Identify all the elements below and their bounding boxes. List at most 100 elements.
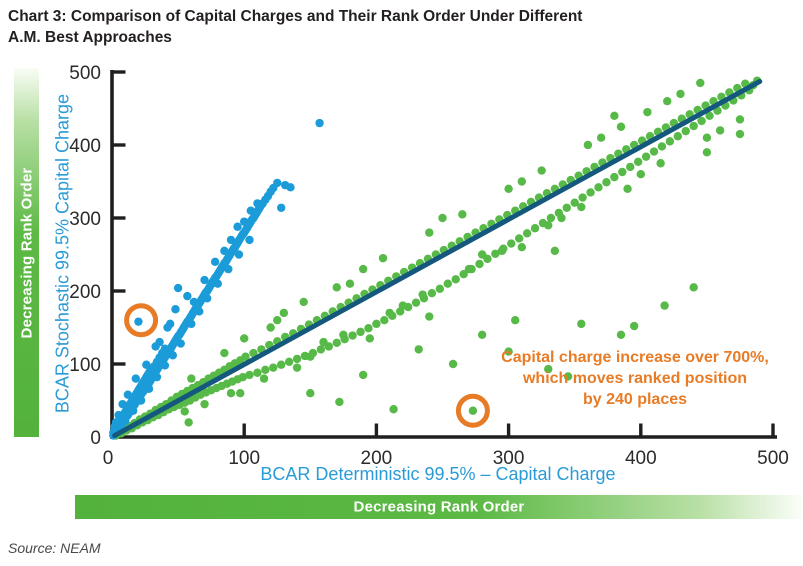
data-point-green: [735, 129, 745, 139]
data-point-green: [623, 184, 632, 193]
data-point-green: [418, 290, 427, 299]
data-point-green: [477, 330, 487, 339]
data-point-green: [253, 368, 262, 377]
data-point-green: [358, 264, 368, 274]
data-point-green: [586, 188, 595, 197]
data-point-blue: [202, 294, 212, 303]
data-point-green: [277, 360, 286, 369]
data-point-green: [477, 250, 487, 259]
data-point-green: [292, 354, 302, 364]
x-tick-label: 100: [228, 448, 260, 469]
data-point-green: [643, 107, 652, 117]
x-axis-rank-order-band: Decreasing Rank Order: [75, 495, 803, 519]
data-point-green: [184, 418, 193, 427]
data-point-green: [356, 327, 365, 337]
data-point-green: [259, 374, 269, 383]
data-point-green: [425, 228, 434, 237]
data-point-green: [316, 345, 326, 354]
data-point-green: [372, 319, 381, 329]
data-point-green: [702, 148, 712, 157]
data-point-green: [660, 301, 669, 310]
data-point-green: [389, 405, 398, 414]
data-point-green: [578, 193, 587, 202]
data-point-green: [240, 334, 249, 343]
data-point-green: [348, 331, 357, 340]
data-point-green: [299, 297, 308, 307]
data-point-blue: [155, 337, 164, 347]
source-note: Source: NEAM: [8, 540, 101, 556]
data-point-blue: [195, 307, 204, 316]
x-axis-label: BCAR Deterministic 99.5% – Capital Charg…: [260, 464, 616, 484]
data-point-green: [550, 246, 560, 256]
data-point-green: [380, 316, 389, 325]
data-point-green: [464, 264, 474, 274]
data-point-green: [610, 111, 619, 121]
data-point-blue: [233, 222, 242, 231]
data-point-green: [425, 312, 434, 321]
highlight-circle-blue: [124, 303, 159, 338]
data-point-blue: [160, 361, 170, 370]
data-point-green: [459, 270, 468, 279]
data-point-green: [616, 122, 626, 131]
data-point-blue: [315, 118, 324, 128]
data-point-green: [491, 249, 500, 258]
data-point-green: [335, 397, 344, 407]
data-point-green: [438, 213, 447, 223]
data-point-green: [577, 202, 586, 212]
data-point-green: [705, 111, 714, 121]
data-point-green: [583, 140, 593, 150]
data-point-green: [689, 283, 698, 292]
data-point-green: [522, 229, 532, 238]
data-point-green: [187, 374, 196, 383]
chart-title: Chart 3: Comparison of Capital Charges a…: [8, 6, 582, 48]
data-point-green: [385, 308, 394, 318]
data-point-green: [226, 389, 236, 398]
data-point-green: [610, 172, 619, 182]
data-point-blue: [226, 235, 236, 245]
data-point-green: [530, 224, 540, 233]
y-tick-label: 100: [69, 355, 101, 376]
y-tick-label: 200: [69, 282, 101, 303]
data-point-green: [458, 210, 467, 219]
data-point-green: [220, 348, 229, 358]
data-point-green: [562, 203, 571, 212]
data-point-green: [649, 147, 659, 156]
data-point-green: [544, 221, 553, 230]
data-point-green: [241, 352, 250, 361]
y-tick-label: 0: [90, 428, 101, 449]
data-point-green: [468, 406, 478, 415]
data-point-green: [629, 321, 639, 331]
highlight-circle-green: [455, 393, 490, 428]
data-point-blue: [273, 178, 282, 188]
data-point-blue: [210, 257, 220, 266]
x-tick-label: 300: [493, 448, 525, 469]
data-point-green: [544, 364, 553, 374]
data-point-green: [656, 159, 665, 168]
data-point-green: [517, 177, 527, 186]
data-point-green: [345, 279, 355, 288]
data-point-green: [511, 316, 520, 325]
data-point-green: [427, 288, 437, 298]
data-point-green: [689, 121, 698, 131]
data-point-green: [284, 357, 294, 367]
data-point-blue: [131, 374, 140, 383]
data-point-green: [618, 167, 627, 177]
data-point-green: [594, 183, 603, 192]
data-point-blue: [176, 339, 185, 348]
data-point-green: [563, 372, 573, 381]
data-point-green: [715, 126, 725, 135]
x-tick-label: 0: [103, 448, 114, 469]
data-point-blue: [144, 384, 154, 394]
data-point-blue: [165, 319, 175, 329]
identity-line: [112, 78, 763, 439]
data-point-green: [665, 137, 675, 146]
data-point-green: [475, 259, 484, 269]
data-point-blue: [168, 351, 178, 360]
data-point-green: [364, 324, 373, 333]
y-tick-label: 300: [69, 209, 101, 230]
data-point-green: [266, 323, 275, 332]
data-point-blue: [213, 279, 222, 288]
data-point-green: [507, 239, 516, 248]
data-point-green: [180, 407, 189, 416]
